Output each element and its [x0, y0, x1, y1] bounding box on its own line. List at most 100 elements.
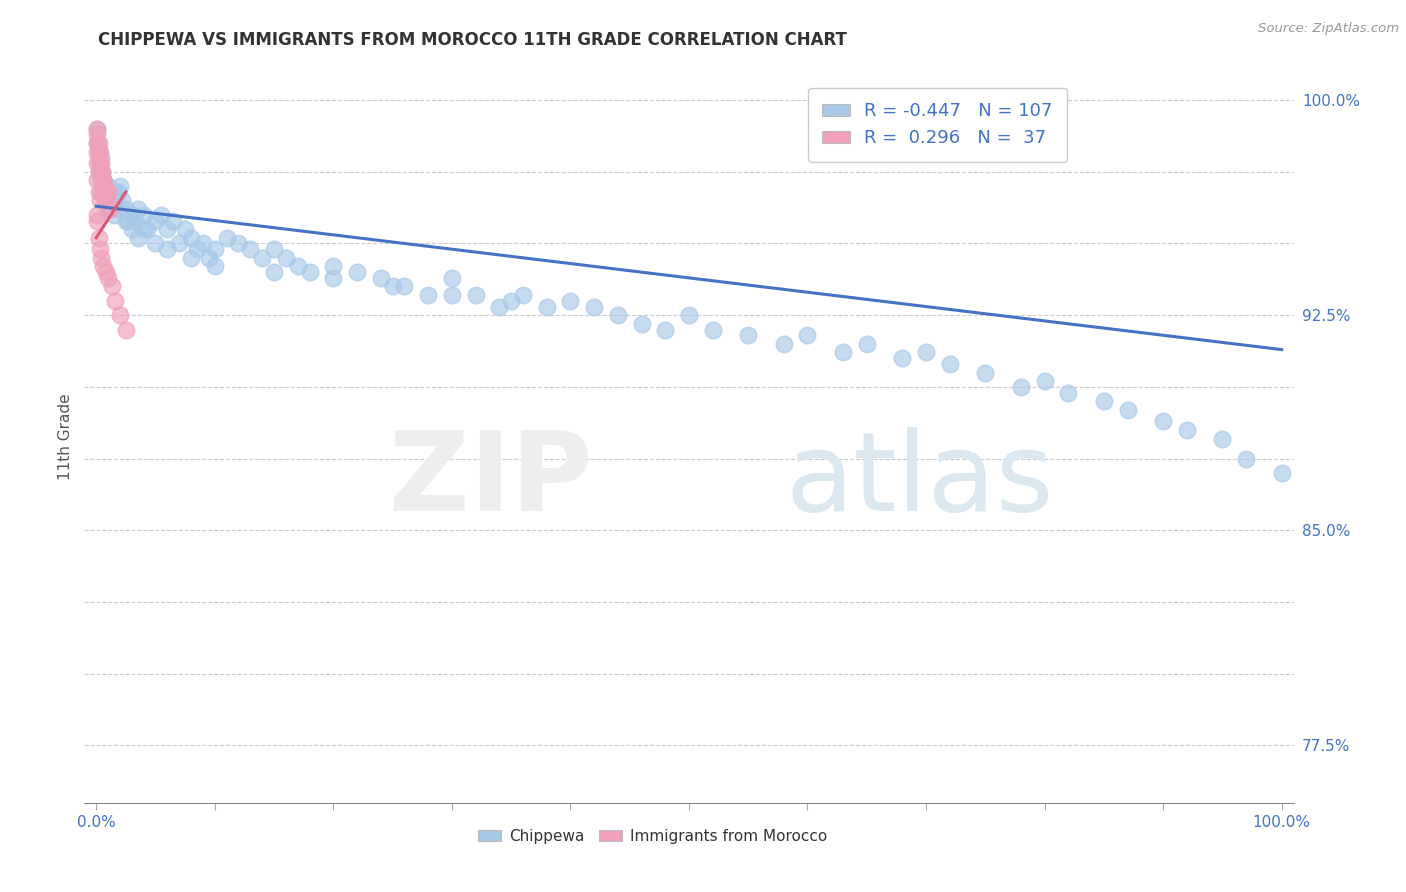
Point — [121, 208, 143, 222]
Point — [174, 222, 197, 236]
Point — [89, 242, 111, 256]
Point — [198, 251, 221, 265]
Point — [536, 300, 558, 314]
Point — [93, 194, 115, 208]
Point — [156, 222, 179, 236]
Point — [86, 121, 108, 136]
Point — [97, 185, 120, 199]
Point — [1152, 414, 1174, 428]
Point — [111, 194, 134, 208]
Point — [124, 213, 146, 227]
Point — [583, 300, 606, 314]
Point — [832, 345, 855, 359]
Point — [91, 173, 114, 187]
Point — [274, 251, 297, 265]
Point — [145, 236, 167, 251]
Point — [145, 213, 167, 227]
Point — [855, 336, 877, 351]
Point — [100, 202, 122, 216]
Point — [488, 300, 510, 314]
Point — [91, 260, 114, 274]
Point — [89, 156, 111, 170]
Point — [90, 173, 112, 187]
Point — [98, 185, 121, 199]
Point — [91, 185, 114, 199]
Point — [162, 213, 184, 227]
Point — [94, 194, 117, 208]
Point — [1116, 402, 1139, 417]
Point — [93, 179, 115, 194]
Point — [94, 185, 117, 199]
Point — [322, 271, 344, 285]
Point — [94, 265, 117, 279]
Point — [100, 202, 122, 216]
Point — [796, 328, 818, 343]
Point — [91, 165, 114, 179]
Point — [86, 213, 108, 227]
Point — [108, 308, 131, 322]
Point — [440, 288, 463, 302]
Point — [127, 202, 149, 216]
Point — [91, 179, 114, 194]
Point — [974, 366, 997, 380]
Point — [737, 328, 759, 343]
Point — [86, 128, 108, 142]
Point — [89, 156, 111, 170]
Point — [96, 194, 118, 208]
Point — [87, 150, 110, 164]
Point — [108, 179, 131, 194]
Point — [87, 136, 110, 150]
Point — [204, 242, 226, 256]
Point — [132, 208, 155, 222]
Point — [287, 260, 309, 274]
Point — [180, 231, 202, 245]
Point — [1092, 394, 1115, 409]
Text: ZIP: ZIP — [389, 427, 592, 534]
Y-axis label: 11th Grade: 11th Grade — [58, 393, 73, 481]
Legend: Chippewa, Immigrants from Morocco: Chippewa, Immigrants from Morocco — [472, 822, 834, 850]
Point — [100, 194, 122, 208]
Point — [381, 279, 404, 293]
Point — [97, 185, 120, 199]
Point — [606, 308, 628, 322]
Point — [127, 231, 149, 245]
Point — [89, 165, 111, 179]
Point — [418, 288, 440, 302]
Point — [1234, 451, 1257, 466]
Point — [87, 165, 110, 179]
Point — [86, 136, 108, 150]
Point — [91, 173, 114, 187]
Point — [630, 317, 652, 331]
Point — [215, 231, 238, 245]
Point — [654, 322, 676, 336]
Point — [115, 322, 138, 336]
Point — [87, 156, 110, 170]
Point — [1033, 374, 1056, 388]
Point — [117, 213, 139, 227]
Point — [891, 351, 914, 366]
Point — [87, 185, 110, 199]
Point — [115, 213, 138, 227]
Point — [167, 236, 190, 251]
Point — [346, 265, 368, 279]
Point — [464, 288, 486, 302]
Point — [915, 345, 938, 359]
Point — [90, 251, 112, 265]
Point — [115, 202, 138, 216]
Point — [938, 357, 960, 371]
Point — [93, 179, 115, 194]
Point — [86, 208, 108, 222]
Point — [678, 308, 700, 322]
Point — [298, 265, 321, 279]
Point — [86, 136, 108, 150]
Point — [89, 194, 111, 208]
Point — [501, 293, 523, 308]
Point — [94, 185, 117, 199]
Point — [97, 194, 120, 208]
Point — [91, 173, 114, 187]
Point — [86, 156, 108, 170]
Point — [263, 242, 285, 256]
Point — [1271, 466, 1294, 480]
Point — [86, 121, 108, 136]
Point — [228, 236, 250, 251]
